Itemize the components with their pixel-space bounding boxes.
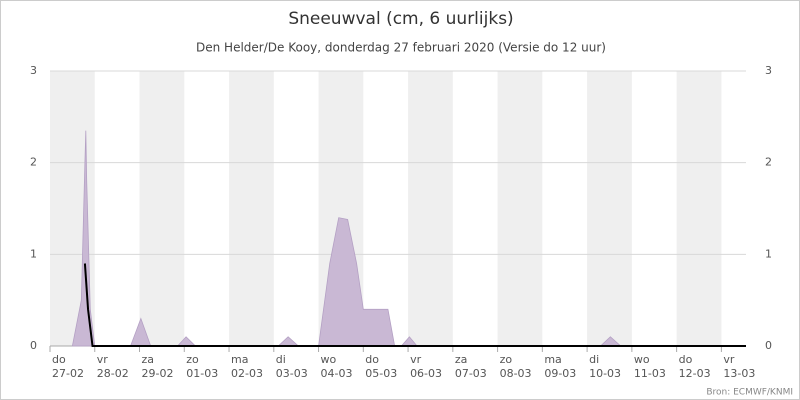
x-tick-label: za 07-03 xyxy=(454,353,487,380)
y2-tick-label: 2 xyxy=(765,156,772,169)
x-tick-label: zo 08-03 xyxy=(499,353,532,380)
day-band xyxy=(497,71,543,346)
x-tick-label: wo 11-03 xyxy=(633,353,666,380)
day-band xyxy=(676,71,722,346)
day-band xyxy=(229,71,274,346)
x-tick-label: do 27-02 xyxy=(52,353,84,380)
chart-subtitle: Den Helder/De Kooy, donderdag 27 februar… xyxy=(196,41,606,55)
x-tick-label: zo 01-03 xyxy=(186,353,219,380)
x-tick-label: di 03-03 xyxy=(275,353,308,380)
chart-title: Sneeuwval (cm, 6 uurlijks) xyxy=(288,9,513,29)
source: Bron: ECMWF/KNMI xyxy=(706,388,793,398)
day-band xyxy=(139,71,185,346)
x-tick-label: vr 13-03 xyxy=(723,353,756,380)
y2-tick-label: 1 xyxy=(765,247,772,260)
y2-tick-label: 3 xyxy=(765,64,772,77)
y-tick-label: 1 xyxy=(30,247,37,260)
day-band xyxy=(587,71,632,346)
line xyxy=(83,263,746,347)
x-tick-label: ma 09-03 xyxy=(544,353,577,380)
day-band xyxy=(408,71,453,346)
x-tick-label: do 12-03 xyxy=(678,353,711,380)
y-tick-label: 0 xyxy=(30,339,37,352)
x-tick-label: do 05-03 xyxy=(365,353,398,380)
y-tick-label: 3 xyxy=(30,64,37,77)
y-tick-label: 2 xyxy=(30,156,37,169)
x-tick-label: di 10-03 xyxy=(589,353,622,380)
x-tick-label: wo 04-03 xyxy=(320,353,353,380)
x-tick-label: vr 28-02 xyxy=(96,353,129,380)
y2-tick-label: 0 xyxy=(765,339,772,352)
x-tick-label: za 29-02 xyxy=(141,353,174,380)
x-tick-label: ma 02-03 xyxy=(231,353,263,380)
x-tick-label: vr 06-03 xyxy=(410,353,443,380)
